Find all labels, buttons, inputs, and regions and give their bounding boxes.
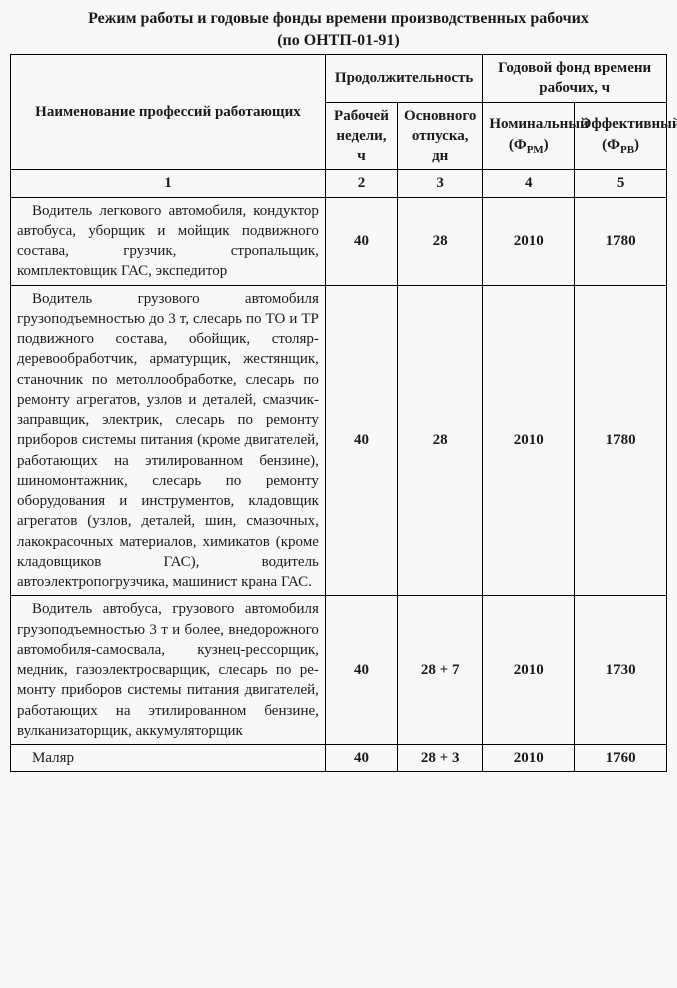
th-profession: Наименование профессий работающих [11,55,326,170]
cell-week: 40 [325,197,397,285]
th-nominal-c: ) [544,137,549,153]
cell-eff: 1780 [575,285,667,596]
cell-week: 40 [325,596,397,745]
th-duration: Продолжительность [325,55,482,103]
cell-eff: 1780 [575,197,667,285]
th-vacation: Основного отпуска, дн [398,102,483,170]
colnum-1: 1 [11,170,326,197]
table-row: Водитель грузового автомобиля грузоподъе… [11,285,667,596]
th-nominal-a: Номинальный [489,116,588,132]
cell-nom: 2010 [483,596,575,745]
doc-title-2: (по ОНТП-01-91) [10,32,667,50]
colnum-4: 4 [483,170,575,197]
th-effective: Эффективный (ФРВ) [575,102,667,170]
th-effective-sub: РВ [620,144,634,156]
th-week: Рабочей недели, ч [325,102,397,170]
cell-vac: 28 [398,197,483,285]
cell-eff: 1760 [575,745,667,772]
cell-desc: Водитель автобуса, грузового автомобиля … [11,596,326,745]
colnum-3: 3 [398,170,483,197]
cell-week: 40 [325,745,397,772]
th-effective-a: Эффективный [581,116,677,132]
th-annual-fund: Годовой фонд времени рабочих, ч [483,55,667,103]
cell-eff: 1730 [575,596,667,745]
cell-vac: 28 + 7 [398,596,483,745]
cell-vac: 28 + 3 [398,745,483,772]
th-effective-c: ) [634,137,639,153]
doc-title-1: Режим работы и годовые фонды времени про… [10,10,667,28]
main-table: Наименование профессий работающих Продол… [10,54,667,772]
cell-vac: 28 [398,285,483,596]
th-nominal: Номинальный (ФРМ) [483,102,575,170]
cell-nom: 2010 [483,745,575,772]
cell-desc: Водитель легкового автомобиля, кондуктор… [11,197,326,285]
cell-desc: Маляр [11,745,326,772]
colnum-5: 5 [575,170,667,197]
table-row: Маляр 40 28 + 3 2010 1760 [11,745,667,772]
table-row: Водитель автобуса, грузового автомобиля … [11,596,667,745]
table-row: Водитель легкового автомобиля, кондуктор… [11,197,667,285]
cell-nom: 2010 [483,197,575,285]
cell-nom: 2010 [483,285,575,596]
cell-desc: Водитель грузового автомобиля грузоподъе… [11,285,326,596]
th-nominal-sub: РМ [527,144,544,156]
th-nominal-b: (Ф [509,137,527,153]
cell-week: 40 [325,285,397,596]
th-effective-b: (Ф [602,137,620,153]
colnum-2: 2 [325,170,397,197]
